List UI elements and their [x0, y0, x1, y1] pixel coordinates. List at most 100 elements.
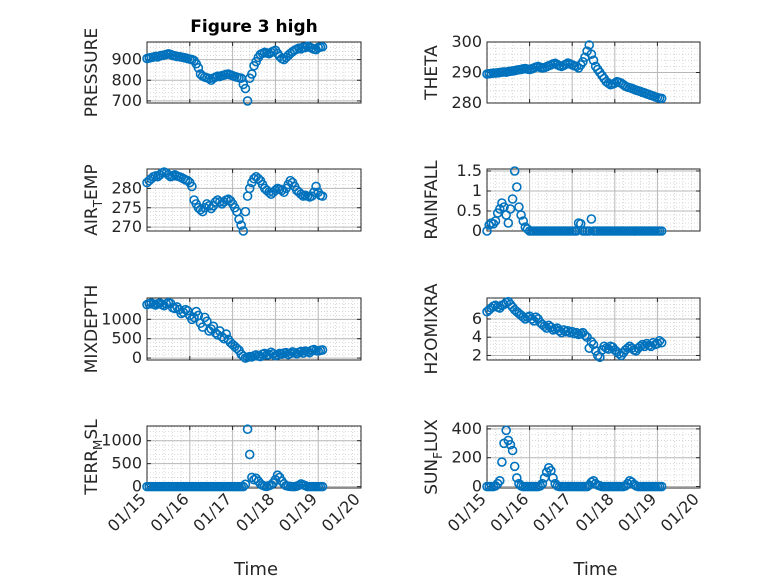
data-point [317, 41, 328, 52]
data-point [272, 350, 283, 360]
y-tick-label: 500 [111, 454, 142, 473]
data-point [264, 187, 274, 198]
data-point [206, 203, 216, 214]
axes-box [486, 425, 701, 489]
data-point [571, 61, 582, 72]
x-axis-label: Time [572, 559, 617, 580]
data-point [242, 424, 253, 435]
data-point [512, 182, 522, 192]
data-point [208, 321, 219, 332]
data-point [639, 341, 650, 352]
data-point [193, 63, 204, 73]
x-tick-label: 01/20 [318, 489, 364, 535]
x-tick-label: 01/19 [275, 489, 321, 535]
data-point [578, 57, 588, 67]
data-point [652, 338, 663, 349]
y-tick-label: 900 [111, 50, 142, 69]
data-point [656, 226, 667, 236]
data-point [242, 191, 253, 201]
data-point [270, 185, 281, 196]
x-tick-label: 01/17 [529, 489, 575, 535]
x-tick-label: 01/16 [486, 489, 532, 535]
y-tick-label: 4 [472, 327, 482, 346]
y-tick-label: 270 [111, 217, 142, 236]
y-axis-label: SUNFLUX [422, 419, 445, 495]
x-tick-label: 01/17 [189, 489, 235, 535]
data-point [240, 206, 251, 217]
y-tick-label: 200 [451, 448, 482, 467]
data-point [518, 312, 529, 322]
y-tick-label: 1.5 [457, 161, 482, 180]
y-tick-label: 800 [111, 70, 142, 89]
data-point [240, 479, 251, 490]
data-point [204, 73, 214, 84]
panel-theta: 280 290 300 THETA [422, 32, 701, 112]
data-point [249, 173, 259, 184]
data-point [514, 202, 524, 212]
data-point [637, 339, 648, 350]
y-tick-label: 1000 [101, 431, 142, 450]
data-point [584, 40, 595, 50]
panel-h2omixra: 246 H2OMIXRA [422, 283, 701, 375]
y-tick-label: 700 [111, 91, 142, 110]
data-point [300, 42, 311, 53]
data-point [240, 83, 251, 94]
data-point [238, 226, 249, 236]
axes-box [146, 425, 362, 489]
x-tick-label: 01/16 [147, 489, 193, 535]
x-tick-label: 01/15 [444, 489, 490, 535]
data-point [580, 330, 590, 341]
data-point [503, 218, 514, 228]
y-axis-label: AIRTEMP [82, 164, 105, 235]
data-point [170, 303, 180, 314]
y-tick-label: 0.5 [457, 201, 482, 220]
data-point [586, 214, 597, 224]
data-point [236, 220, 246, 230]
data-point [244, 183, 255, 194]
y-tick-label: 0 [472, 477, 482, 496]
data-point [214, 197, 225, 207]
panel-rainfall: 00.511.5 RAINFALL [422, 160, 701, 240]
data-point [656, 93, 667, 104]
data-point [507, 194, 518, 204]
data-point [202, 316, 212, 327]
x-tick-label: 01/15 [104, 489, 150, 535]
axes-box [146, 168, 362, 232]
data-point [296, 189, 306, 199]
data-point [311, 181, 321, 192]
x-tick-label: 01/18 [232, 489, 278, 535]
y-tick-label: 0 [132, 477, 142, 496]
data-point [505, 439, 516, 450]
y-axis-label: THETA [422, 45, 442, 101]
x-axis-label: Time [233, 559, 278, 580]
data-point [221, 329, 231, 339]
chart-title: Figure 3 high [190, 17, 318, 37]
data-point [238, 481, 249, 492]
data-point [509, 166, 520, 176]
x-tick-label: 01/19 [614, 489, 660, 535]
data-point [535, 481, 546, 491]
y-tick-label: 1000 [101, 309, 142, 328]
data-point [317, 191, 328, 201]
y-tick-label: 280 [111, 178, 142, 197]
data-point [505, 204, 516, 214]
data-point [172, 302, 182, 312]
y-tick-label: 6 [472, 309, 482, 328]
data-point [512, 473, 522, 483]
y-axis-label: TERRMSL [82, 419, 105, 496]
data-point [539, 321, 550, 332]
data-point [586, 336, 597, 347]
data-point [654, 336, 665, 346]
y-axis-label: MIXDEPTH [82, 285, 102, 374]
data-point [537, 478, 548, 489]
data-point [548, 473, 558, 483]
y-tick-label: 500 [111, 329, 142, 348]
y-tick-label: 2 [472, 345, 482, 364]
y-axis-label: PRESSURE [82, 28, 102, 117]
data-point [518, 216, 529, 226]
